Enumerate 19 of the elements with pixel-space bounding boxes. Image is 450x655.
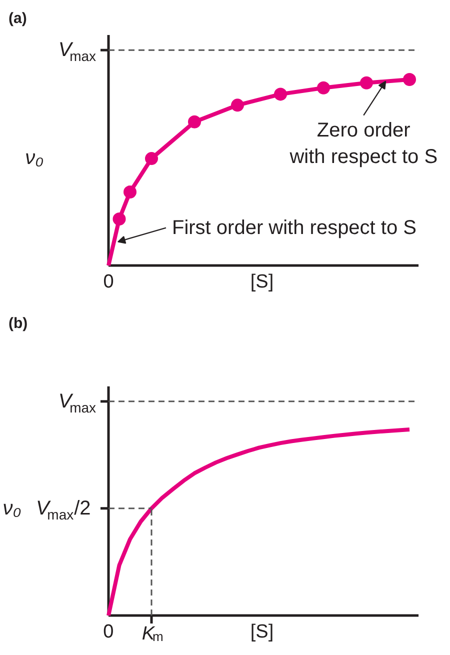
x-axis-title: [S] — [250, 272, 274, 292]
x-axis-title: [S] — [250, 622, 274, 642]
annotation: 0 — [103, 272, 114, 292]
chart-title: (a) — [8, 10, 27, 27]
annotation: First order with respect to S — [172, 216, 417, 239]
point — [403, 73, 416, 86]
point — [360, 76, 373, 90]
point — [112, 212, 126, 226]
point — [145, 152, 158, 166]
point — [317, 81, 330, 94]
point — [124, 186, 136, 199]
point — [274, 88, 287, 101]
y-axis-title: ν₀ — [25, 146, 44, 169]
point — [231, 98, 244, 112]
point — [188, 115, 201, 128]
annotation: Zero order with respect to S — [288, 119, 438, 168]
chart-title: (b) — [8, 315, 28, 332]
x-tick-label: Km — [142, 624, 164, 644]
y-axis-title: ν₀ — [2, 497, 22, 520]
